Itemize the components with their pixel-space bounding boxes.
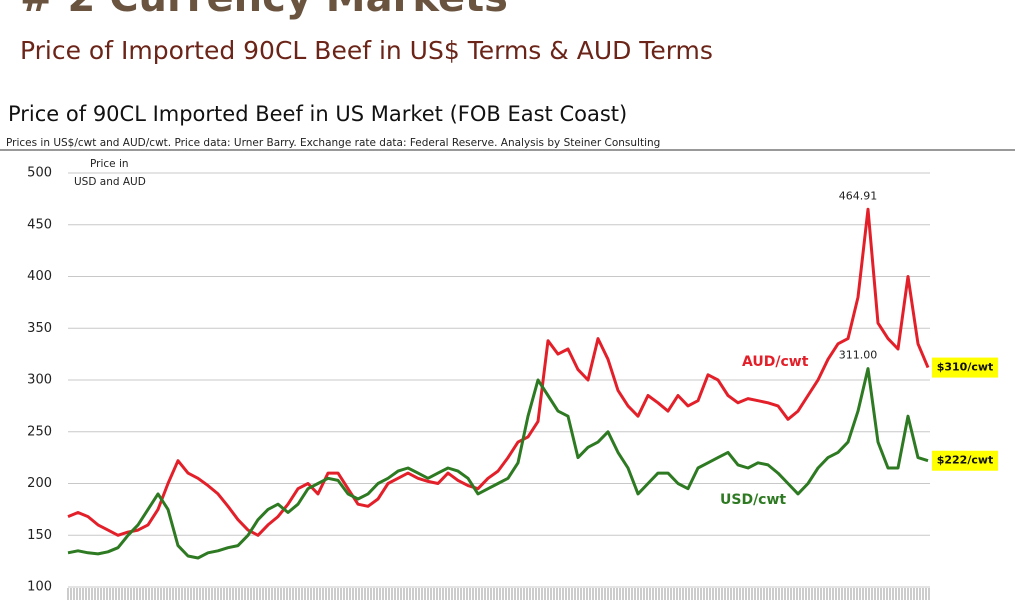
y-axis-label: Price in	[90, 158, 129, 170]
end-label-box	[932, 450, 998, 471]
y-tick-label: 450	[27, 217, 52, 232]
y-tick-label: 250	[27, 424, 52, 439]
end-label-box	[932, 357, 998, 378]
y-tick-label: 300	[27, 373, 52, 388]
y-tick-label: 400	[27, 269, 52, 284]
chart-subtitle: Prices in US$/cwt and AUD/cwt. Price dat…	[6, 137, 660, 149]
chart-title: Price of 90CL Imported Beef in US Market…	[8, 102, 627, 126]
series-name: USD/cwt	[720, 492, 786, 508]
y-tick-label: 500	[27, 166, 52, 181]
y-tick-label: 350	[27, 321, 52, 336]
y-axis-label: USD and AUD	[74, 176, 146, 188]
peak-label: 311.00	[839, 349, 878, 362]
end-label: $310/cwt	[937, 361, 994, 374]
end-label: $222/cwt	[937, 454, 994, 467]
slide-subtitle: Price of Imported 90CL Beef in US$ Terms…	[20, 36, 713, 65]
series-line	[67, 367, 929, 560]
peak-label: 464.91	[839, 189, 878, 202]
y-tick-label: 200	[27, 476, 52, 491]
series-line	[67, 207, 930, 537]
slide-title: # 2 Currency Markets	[20, 0, 508, 21]
series-name: AUD/cwt	[742, 354, 809, 370]
y-tick-label: 150	[27, 528, 52, 543]
y-tick-label: 100	[27, 580, 52, 595]
